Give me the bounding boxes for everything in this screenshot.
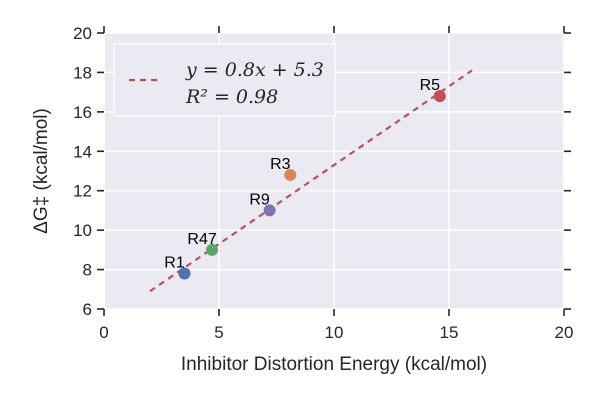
legend-equation: y = 0.8x + 5.3 (185, 59, 324, 81)
data-point-r5 (433, 90, 446, 103)
data-point-r3 (284, 168, 297, 181)
y-tick-label: 8 (83, 261, 92, 280)
y-tick-label: 10 (73, 221, 92, 240)
point-label-r5: R5 (420, 77, 441, 94)
y-tick-label: 14 (73, 142, 92, 161)
point-label-r1: R1 (164, 255, 185, 272)
x-tick-label: 15 (440, 323, 459, 342)
x-axis-label: Inhibitor Distortion Energy (kcal/mol) (181, 354, 487, 375)
point-label-r3: R3 (270, 156, 291, 173)
y-tick-label: 16 (73, 103, 92, 122)
legend: y = 0.8x + 5.3 R² = 0.98 (113, 43, 336, 117)
x-tick-label: 10 (325, 323, 344, 342)
data-point-r47 (206, 243, 219, 256)
y-axis-label: ΔG‡ (kcal/mol) (31, 108, 52, 234)
legend-box (113, 43, 336, 117)
data-point-r9 (263, 204, 276, 217)
y-tick-label: 6 (83, 300, 92, 319)
point-label-r9: R9 (249, 191, 270, 208)
legend-r-squared: R² = 0.98 (185, 86, 278, 108)
x-tick-label: 0 (99, 323, 108, 342)
point-label-r47: R47 (187, 231, 216, 248)
y-tick-label: 20 (73, 24, 92, 43)
data-point-r1 (178, 267, 191, 280)
axis-ticks: 0 5 10 15 20 6 8 10 12 14 16 18 20 (73, 24, 573, 342)
x-tick-label: 20 (555, 323, 574, 342)
y-tick-label: 12 (73, 182, 92, 201)
x-tick-label: 5 (214, 323, 223, 342)
y-tick-label: 18 (73, 63, 92, 82)
